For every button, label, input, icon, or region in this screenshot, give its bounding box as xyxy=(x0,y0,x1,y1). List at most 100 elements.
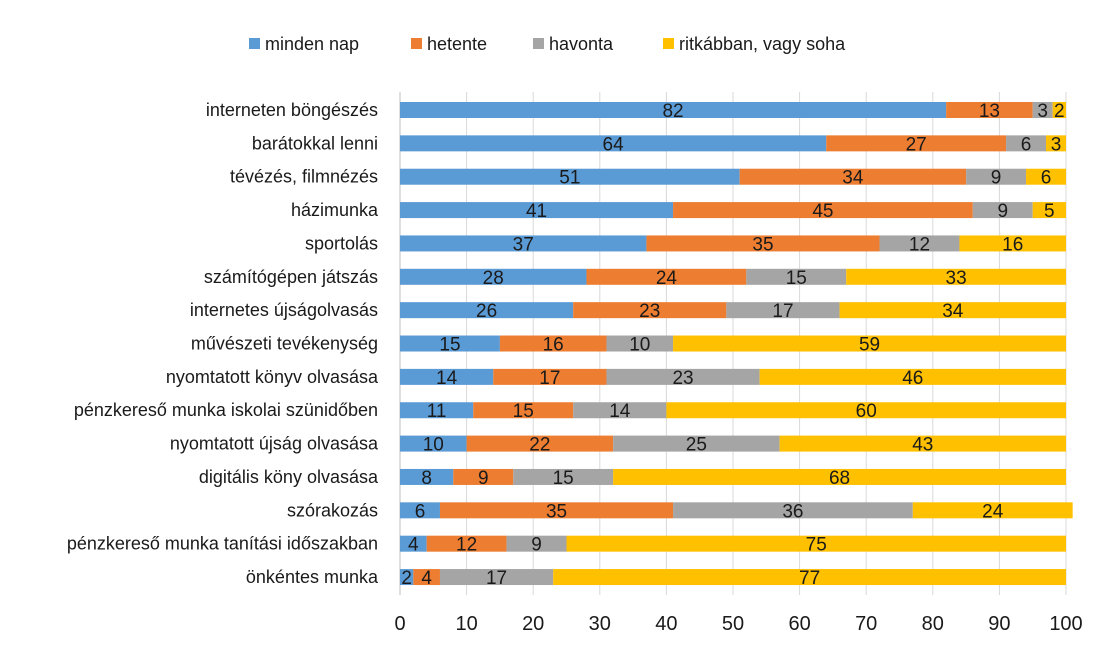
data-label: 33 xyxy=(946,268,967,289)
bar-segment xyxy=(1052,102,1066,118)
data-label: 9 xyxy=(997,201,1008,222)
legend-label: ritkábban, vagy soha xyxy=(679,34,846,54)
data-label: 51 xyxy=(559,168,580,189)
bar-segment xyxy=(400,368,494,385)
bar-segment xyxy=(972,202,1033,219)
category-labels: interneten böngészés barátokkal lenni tévé… xyxy=(67,100,379,587)
data-label: 82 xyxy=(662,101,683,122)
data-label: 59 xyxy=(859,335,880,356)
bar-segment xyxy=(573,302,727,319)
legend-swatch xyxy=(411,38,422,49)
data-label: 24 xyxy=(982,501,1004,522)
bar-segment xyxy=(606,335,674,352)
data-label: 34 xyxy=(942,301,964,322)
data-label: 8 xyxy=(421,468,432,489)
bar-segment xyxy=(1006,135,1047,152)
data-label: 60 xyxy=(856,401,877,422)
bar-segment xyxy=(453,468,514,485)
bar-segment xyxy=(400,435,467,452)
data-label: 27 xyxy=(906,134,927,155)
category-label: interneten böngészés xyxy=(206,100,378,120)
data-label: 16 xyxy=(1002,234,1023,255)
bar-segment xyxy=(553,569,1066,586)
bar-segment xyxy=(439,569,554,586)
bar-segment xyxy=(400,202,674,219)
bar-segment xyxy=(586,268,747,285)
legend-label: havonta xyxy=(549,34,614,54)
bar-segment xyxy=(400,335,500,352)
bar-segment xyxy=(739,168,967,185)
data-label: 5 xyxy=(1044,201,1055,222)
data-label: 15 xyxy=(439,335,460,356)
bar-segment xyxy=(413,569,440,586)
x-tick-label: 10 xyxy=(455,613,477,635)
legend-swatch xyxy=(533,38,544,49)
data-label: 43 xyxy=(912,435,933,456)
bar-segment xyxy=(506,535,567,552)
bar-segment xyxy=(1032,102,1053,118)
bar-segment xyxy=(400,102,947,118)
data-label: 77 xyxy=(799,568,820,589)
bar-segment xyxy=(400,502,440,519)
category-label: internetes újságolvasás xyxy=(190,300,378,320)
data-label: 6 xyxy=(1041,168,1052,189)
data-label: 6 xyxy=(415,501,426,522)
x-tick-label: 30 xyxy=(589,613,611,635)
data-label: 9 xyxy=(478,468,489,489)
data-label: 4 xyxy=(421,568,432,589)
bar-segment xyxy=(746,268,847,285)
data-label: 12 xyxy=(909,234,930,255)
x-axis-ticks: 0 10 20 30 40 50 60 70 80 90 100 xyxy=(394,613,1082,635)
data-label: 15 xyxy=(513,401,534,422)
category-label: szórakozás xyxy=(287,500,378,520)
bar-segment xyxy=(573,402,667,419)
data-label: 17 xyxy=(539,368,560,389)
category-label: nyomtatott újság olvasása xyxy=(170,434,379,454)
data-label: 37 xyxy=(513,234,534,255)
data-label: 23 xyxy=(672,368,693,389)
bar-segment xyxy=(912,502,1073,519)
bar-segment xyxy=(426,535,507,552)
data-label: 9 xyxy=(991,168,1002,189)
data-label: 75 xyxy=(806,535,827,556)
data-label: 4 xyxy=(408,535,419,556)
legend: minden nap hetente havonta ritkábban, vagy … xyxy=(249,34,846,54)
x-tick-label: 40 xyxy=(655,613,677,635)
category-label: sportolás xyxy=(305,233,378,253)
bar-segment xyxy=(1046,135,1066,152)
bar-segment xyxy=(400,268,587,285)
bar-segment xyxy=(673,502,913,519)
data-label: 36 xyxy=(782,501,803,522)
bar-segment xyxy=(606,368,760,385)
legend-swatch xyxy=(249,38,260,49)
bar-segment xyxy=(666,402,1066,419)
category-label: digitális köny olvasása xyxy=(199,467,379,487)
bar-segment xyxy=(499,335,607,352)
category-label: tévézés, filmnézés xyxy=(230,167,378,187)
bar-segment xyxy=(400,235,647,252)
data-label: 17 xyxy=(486,568,507,589)
bar-segment xyxy=(513,468,614,485)
bar-segment xyxy=(673,335,1066,352)
data-label: 6 xyxy=(1021,134,1032,155)
data-label: 45 xyxy=(812,201,833,222)
bar-segment xyxy=(879,235,960,252)
data-label: 23 xyxy=(639,301,660,322)
bar-segment xyxy=(959,235,1066,252)
data-label: 16 xyxy=(543,335,564,356)
data-label: 11 xyxy=(427,401,447,422)
bar-segment xyxy=(646,235,880,252)
bar-segment xyxy=(1026,168,1066,185)
category-label: pénzkereső munka iskolai szünidőben xyxy=(74,400,378,420)
bar-segment xyxy=(566,535,1066,552)
data-label: 12 xyxy=(456,535,477,556)
data-label: 17 xyxy=(772,301,793,322)
bar-segment xyxy=(400,168,740,185)
data-label: 34 xyxy=(842,168,864,189)
data-label: 13 xyxy=(979,101,1000,122)
bar-segment xyxy=(839,302,1066,319)
data-label: 26 xyxy=(476,301,497,322)
data-label: 25 xyxy=(686,435,707,456)
bar-segment xyxy=(493,368,607,385)
